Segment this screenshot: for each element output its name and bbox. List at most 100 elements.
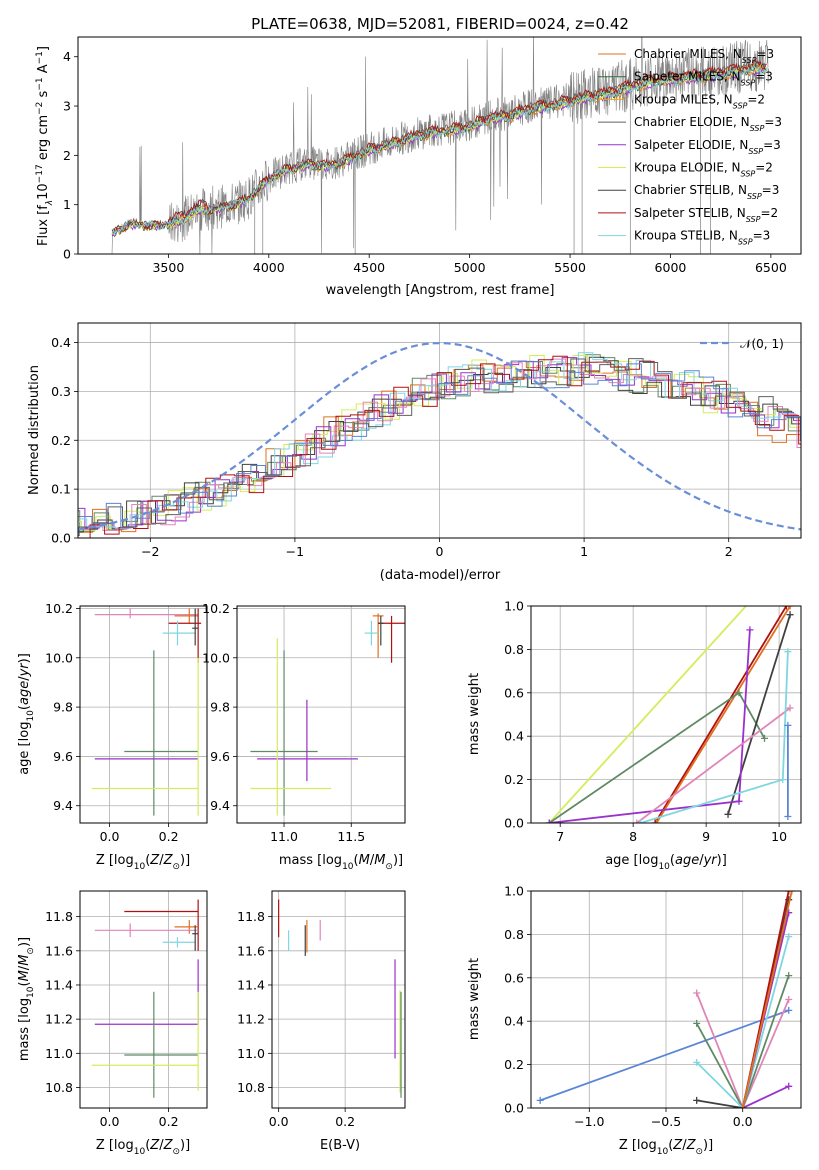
y-tick-label: 9.4 [53, 798, 73, 813]
weight-point-marker [735, 689, 743, 697]
weight-line [696, 936, 790, 1108]
y-tick-label: 0.0 [504, 1101, 524, 1116]
residual-histogram-series [78, 352, 801, 529]
y-tick-label: 11.2 [237, 1012, 265, 1027]
plot-area [536, 891, 796, 1108]
y-tick-label: 0.4 [51, 335, 71, 350]
legend-entry: Salpeter MILES, NSSP=3 [634, 70, 773, 88]
x-tick-label: 0.0 [100, 829, 120, 844]
legend-entry: Kroupa MILES, NSSP=2 [634, 92, 765, 110]
plot-area [91, 608, 202, 816]
axes-frame [77, 322, 802, 539]
mass-vs-metallicity-panel: 0.0 0.2 10.8 11.0 11.2 11.4 11.6 11.8 Z [log10(Z… [17, 890, 208, 1157]
weight-point-marker [735, 797, 743, 805]
x-axis-label: Z [log10(Z/Z⊙)] [619, 1138, 713, 1157]
x-tick-label: 7 [556, 829, 564, 844]
y-tick-label: 0.2 [504, 772, 524, 787]
x-tick-label: 8 [629, 829, 637, 844]
weight-line [695, 992, 790, 1108]
weight-point-marker [651, 819, 659, 823]
x-axis-label: Z [log10(Z/Z⊙)] [96, 853, 190, 872]
weight-point-marker [785, 891, 793, 895]
y-tick-label: 10.2 [45, 601, 73, 616]
y-tick-label: 3 [63, 99, 71, 114]
x-tick-label: 10 [771, 829, 787, 844]
y-tick-label: 11.4 [45, 977, 73, 992]
x-tick-label: 6500 [755, 260, 787, 275]
x-tick-label: 0.0 [100, 1114, 120, 1129]
y-tick-label: 0.8 [504, 642, 524, 657]
weight-point-marker [785, 933, 793, 941]
y-tick-label: 9.6 [210, 749, 230, 764]
y-tick-label: 11.6 [45, 943, 73, 958]
y-axis-label: Flux [fλ10−17 erg cm−2 s−1 A−1] [35, 46, 55, 246]
y-tick-label: 10.8 [237, 1080, 265, 1095]
normal-distribution-curve [78, 341, 801, 531]
y-tick-label: 0.2 [51, 433, 71, 448]
x-tick-label: 0.2 [159, 1114, 179, 1129]
weight-point-marker [693, 989, 701, 997]
legend-entry: Salpeter STELIB, NSSP=2 [634, 206, 778, 224]
weight-point-marker [786, 704, 794, 712]
weight-point-marker [784, 812, 792, 820]
residual-histogram-series [78, 360, 801, 528]
weight-line [539, 1009, 790, 1102]
weight-point-marker [746, 598, 753, 605]
spectrum-panel: 3500 4000 4500 5000 5500 6000 6500 0 1 2 3 4 Chabrie… [35, 36, 802, 298]
weight-point-marker [633, 819, 641, 823]
weight-line [549, 629, 751, 823]
legend-entry: Salpeter ELODIE, NSSP=3 [634, 138, 781, 156]
y-axis-label: mass weight [467, 673, 482, 755]
x-axis-label: (data-model)/error [380, 568, 501, 583]
legend-entry: Kroupa STELIB, NSSP=3 [634, 229, 770, 247]
plot-area [278, 899, 402, 1098]
weight-line [654, 606, 788, 823]
x-tick-label: 5000 [454, 260, 486, 275]
plot-area [91, 899, 199, 1098]
weight-line [640, 651, 789, 823]
x-axis-label: E(B-V) [320, 1138, 360, 1153]
x-axis-label: age [log10(age/yr)] [605, 853, 727, 872]
y-tick-label: 1.0 [504, 884, 524, 899]
x-tick-label: 4000 [253, 260, 285, 275]
weight-vs-age-panel: 7 8 9 10 0.0 0.2 0.4 0.6 0.8 1.0 age [log10(age/yr… [467, 598, 802, 872]
y-tick-label: 2 [63, 148, 71, 163]
x-tick-label: 0 [436, 544, 444, 559]
y-tick-label: 11.0 [237, 1046, 265, 1061]
weight-point-marker [761, 734, 769, 742]
x-tick-label: 0.0 [269, 1114, 289, 1129]
y-tick-label: 11.0 [45, 1046, 73, 1061]
age-vs-metallicity-panel: 0.0 0.2 9.4 9.6 9.8 10.0 10.2 Z [log10(Z/Z⊙)] ag… [17, 601, 208, 872]
y-tick-label: 0.4 [504, 729, 524, 744]
legend-entry: 𝒩(0, 1) [740, 337, 784, 351]
axes-frame [79, 890, 208, 1109]
x-tick-label: 5500 [554, 260, 586, 275]
weight-line [741, 891, 793, 1108]
residual-histogram-series [78, 356, 801, 533]
x-tick-label: −1.0 [574, 1114, 604, 1129]
y-tick-label: 4 [63, 49, 71, 64]
model-series-line [111, 64, 767, 236]
axes-frame [530, 890, 802, 1109]
x-tick-label: 6000 [655, 260, 687, 275]
weight-line [727, 614, 791, 815]
residual-histogram-panel: −2 −1 0 1 2 0.0 0.1 0.2 0.3 0.4 𝒩(0, 1) (data-model… [27, 322, 802, 583]
weight-point-marker [786, 606, 794, 610]
y-tick-label: 0.8 [504, 927, 524, 942]
x-tick-label: −1 [286, 544, 304, 559]
x-tick-label: 0.0 [733, 1114, 753, 1129]
axes-frame [530, 605, 802, 824]
weight-line [741, 912, 790, 1108]
weight-point-marker [779, 776, 787, 784]
y-tick-label: 0.0 [51, 531, 71, 546]
weight-point-marker [785, 972, 793, 980]
weight-point-marker [784, 648, 792, 656]
x-axis-label: Z [log10(Z/Z⊙)] [96, 1138, 190, 1157]
legend-entry: Chabrier MILES, NSSP=3 [634, 47, 774, 65]
residual-histogram-series [78, 360, 801, 535]
chart-title: PLATE=0638, MJD=52081, FIBERID=0024, z=0… [251, 15, 629, 33]
y-tick-label: 0.0 [504, 816, 524, 831]
mass-vs-ebv-panel: 0.0 0.2 10.8 11.0 11.2 11.4 11.6 11.8 E(B-V) [237, 890, 406, 1153]
x-tick-label: 2 [725, 544, 733, 559]
